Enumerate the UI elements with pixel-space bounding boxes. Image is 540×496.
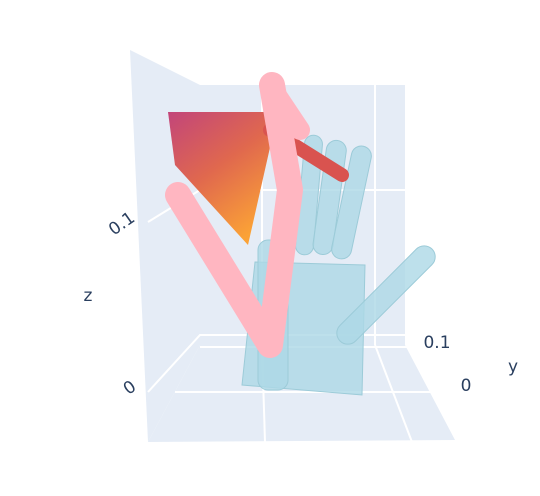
z-tick-label: 0.1 xyxy=(105,208,139,240)
finger xyxy=(331,145,372,260)
z-axis-title: z xyxy=(84,286,93,306)
thumb xyxy=(336,245,436,345)
point-cloud xyxy=(165,72,349,358)
y-tick-label: 0 xyxy=(461,376,472,396)
floor xyxy=(148,345,455,442)
floor-line xyxy=(374,344,413,443)
y-tick-label: 0.1 xyxy=(423,333,450,353)
pink-points xyxy=(165,72,303,358)
z-tick-label: 0 xyxy=(120,377,140,400)
pink-points xyxy=(262,78,310,140)
triangle-points xyxy=(168,112,278,245)
y-axis-title: y xyxy=(508,357,518,377)
